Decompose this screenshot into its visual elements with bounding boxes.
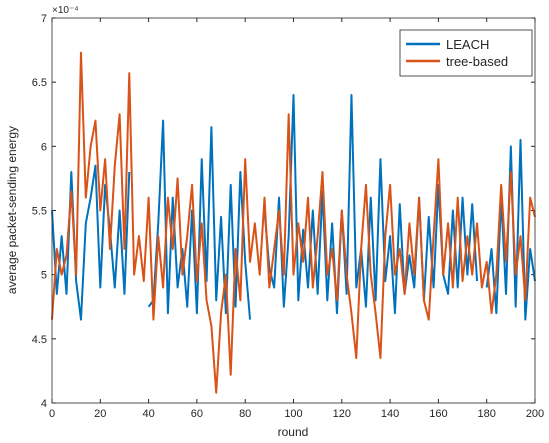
x-tick-label: 0 xyxy=(49,408,55,420)
y-tick-label: 6.5 xyxy=(32,77,47,89)
y-axis-label: average packet-sending energy xyxy=(5,126,19,294)
series-line xyxy=(51,94,536,321)
y-tick-label: 5.5 xyxy=(32,206,47,218)
x-tick-label: 120 xyxy=(333,408,351,420)
y-tick-label: 4 xyxy=(41,398,47,410)
x-axis-label: round xyxy=(278,425,309,439)
x-tick-label: 140 xyxy=(381,408,399,420)
legend-label: LEACH xyxy=(446,37,489,52)
x-tick-label: 80 xyxy=(239,408,251,420)
legend-box xyxy=(399,29,533,77)
y-tick-label: 6 xyxy=(41,141,47,153)
legend-label: tree-based xyxy=(446,54,508,69)
series-line xyxy=(51,51,536,394)
y-tick-label: 4.5 xyxy=(32,334,47,346)
y-tick-label: 5 xyxy=(41,270,47,282)
x-tick-label: 160 xyxy=(429,408,447,420)
x-tick-label: 180 xyxy=(478,408,496,420)
x-tick-label: 40 xyxy=(142,408,154,420)
x-tick-label: 60 xyxy=(191,408,203,420)
x-tick-label: 100 xyxy=(284,408,302,420)
plot-frame xyxy=(51,17,536,404)
x-tick-label: 20 xyxy=(94,408,106,420)
y-multiplier: ×10⁻⁴ xyxy=(52,5,79,16)
x-tick-label: 200 xyxy=(526,408,544,420)
y-tick-label: 7 xyxy=(41,13,47,25)
